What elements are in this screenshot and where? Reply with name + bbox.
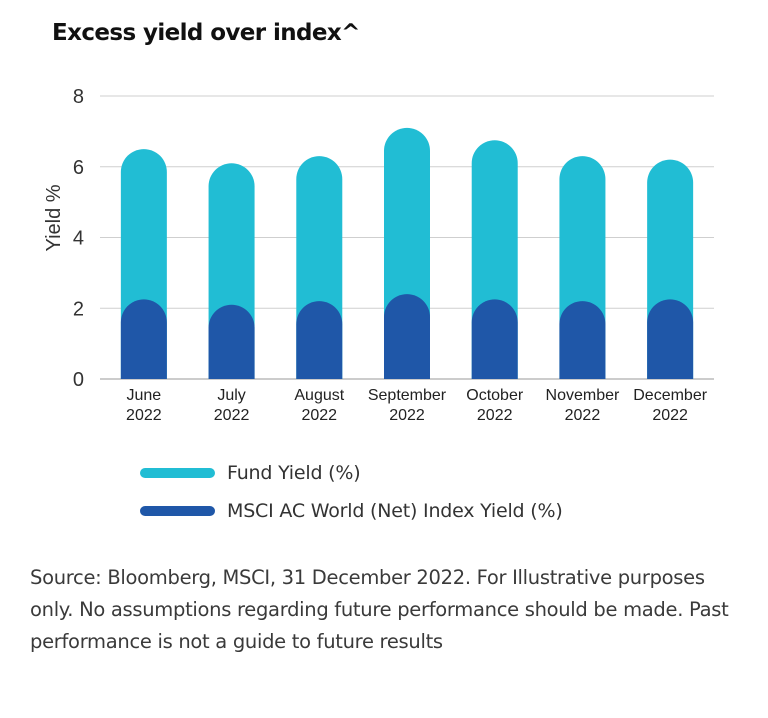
bar-index-yield <box>471 299 518 379</box>
x-tick-label: August <box>294 387 344 404</box>
legend-swatch-index-yield <box>140 506 215 516</box>
bar-index-yield <box>208 304 255 379</box>
legend-item-index-yield: MSCI AC World (Net) Index Yield (%) <box>140 492 563 530</box>
legend: Fund Yield (%) MSCI AC World (Net) Index… <box>140 454 563 530</box>
bar-chart: 0 2 4 6 8 June 2022 July 2022 August 2022 Septembe… <box>43 86 714 424</box>
legend-swatch-fund-yield <box>140 468 215 478</box>
x-tick-label: July <box>217 387 245 404</box>
x-tick-label: November <box>546 387 620 404</box>
x-tick-label: September <box>368 387 447 404</box>
x-tick-label: June <box>127 387 162 404</box>
x-tick-label: 2022 <box>126 407 162 424</box>
x-tick-label: 2022 <box>389 407 425 424</box>
legend-label: MSCI AC World (Net) Index Yield (%) <box>227 500 563 522</box>
bar-index-yield <box>559 301 606 379</box>
chart-title: Excess yield over index^ <box>52 20 360 46</box>
y-tick-label: 0 <box>73 369 84 391</box>
bar-index-yield <box>296 301 343 379</box>
x-tick-label: 2022 <box>652 407 688 424</box>
y-tick-label: 8 <box>73 86 84 108</box>
x-tick-label: 2022 <box>565 407 601 424</box>
y-tick-label: 6 <box>73 157 84 179</box>
bar-index-yield <box>120 299 167 379</box>
x-tick-label: 2022 <box>214 407 250 424</box>
x-tick-label: October <box>466 387 524 404</box>
y-tick-label: 2 <box>73 298 84 320</box>
bar-index-yield <box>647 299 694 379</box>
bar-index-yield <box>384 294 430 379</box>
x-tick-label: 2022 <box>477 407 513 424</box>
x-tick-label: December <box>633 387 707 404</box>
y-tick-label: 4 <box>73 228 84 250</box>
legend-item-fund-yield: Fund Yield (%) <box>140 454 563 492</box>
x-tick-label: 2022 <box>301 407 337 424</box>
y-axis-label: Yield % <box>43 184 65 251</box>
source-note: Source: Bloomberg, MSCI, 31 December 202… <box>30 566 729 653</box>
legend-label: Fund Yield (%) <box>227 462 361 484</box>
